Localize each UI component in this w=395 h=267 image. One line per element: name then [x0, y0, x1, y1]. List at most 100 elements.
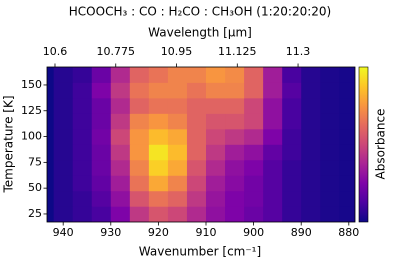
heat-cell [53, 175, 74, 192]
x2-tick-label: 11.3 [286, 45, 311, 58]
heat-cell [91, 144, 112, 161]
heat-cell [339, 67, 355, 83]
heat-cell [339, 206, 355, 222]
heat-cell [205, 144, 226, 161]
heat-cell [225, 128, 245, 145]
heat-cell [301, 97, 321, 114]
heat-cell [72, 82, 93, 99]
heat-cell [110, 175, 131, 192]
heat-cell [205, 159, 226, 176]
heat-cell [110, 206, 131, 222]
heat-cell [301, 159, 321, 176]
heat-cell [129, 67, 150, 83]
heat-cell [339, 159, 355, 176]
heat-cell [320, 206, 340, 222]
heat-cell [263, 82, 283, 99]
heat-cell [91, 113, 112, 130]
heat-cell [244, 159, 264, 176]
heat-cell [110, 82, 131, 99]
heat-cell [244, 97, 264, 114]
heat-cell [91, 190, 112, 207]
heat-cell [320, 159, 340, 176]
heat-cell [167, 144, 188, 161]
x-tick-label: 920 [148, 226, 169, 239]
heat-cell [205, 175, 226, 192]
heat-cell [167, 190, 188, 207]
x-tick-label: 930 [100, 226, 121, 239]
heat-cell [167, 175, 188, 192]
heat-cell [129, 128, 150, 145]
heat-cell [148, 144, 169, 161]
heat-cell [301, 128, 321, 145]
heat-cell [110, 113, 131, 130]
heat-cell [186, 159, 207, 176]
heat-cell [186, 67, 207, 83]
heat-cell [72, 159, 93, 176]
x2-tick-label: 10.6 [43, 45, 68, 58]
heat-cell [186, 97, 207, 114]
heat-cell [53, 206, 74, 222]
heat-cell [244, 67, 264, 83]
heat-cell [167, 67, 188, 83]
heat-cell [148, 190, 169, 207]
x-tick-label: 880 [338, 226, 359, 239]
heat-cell [205, 97, 226, 114]
colorbar [358, 66, 369, 223]
heat-cell [186, 128, 207, 145]
heat-cell [148, 97, 169, 114]
heat-cell [53, 144, 74, 161]
heat-cell [244, 175, 264, 192]
heat-cell [225, 159, 245, 176]
heat-cell [129, 113, 150, 130]
heat-cell [282, 190, 302, 207]
heat-cell [263, 190, 283, 207]
heat-cell [225, 113, 245, 130]
heat-cell [129, 82, 150, 99]
heat-cell [205, 128, 226, 145]
heat-cell [301, 206, 321, 222]
heat-cell [282, 206, 302, 222]
heat-cell [320, 113, 340, 130]
x2-axis-label: Wavelength [μm] [148, 26, 252, 40]
heat-cell [129, 97, 150, 114]
heat-cell [72, 175, 93, 192]
heat-cell [72, 67, 93, 83]
heat-cell [301, 113, 321, 130]
heat-cell [186, 144, 207, 161]
heat-cell [91, 67, 112, 83]
heat-cell [244, 206, 264, 222]
heat-cell [263, 67, 283, 83]
heat-cell [282, 97, 302, 114]
heat-cell [53, 113, 74, 130]
heat-cell [244, 82, 264, 99]
heat-cell [72, 206, 93, 222]
heat-cell [53, 67, 74, 83]
heat-cell [225, 175, 245, 192]
heat-cell [339, 82, 355, 99]
heat-cell [167, 97, 188, 114]
heat-cell [244, 190, 264, 207]
heat-cell [339, 128, 355, 145]
colorbar-label: Absorbance [374, 109, 388, 180]
y-axis-label: Temperature [K] [2, 95, 16, 193]
x-tick-label: 940 [53, 226, 74, 239]
y-tick-label: 75 [28, 155, 42, 168]
heat-cell [320, 144, 340, 161]
heat-cell [91, 128, 112, 145]
heat-cell [339, 175, 355, 192]
heat-cell [186, 206, 207, 222]
heat-cell [301, 82, 321, 99]
heat-cell [263, 206, 283, 222]
heat-cell [148, 206, 169, 222]
heat-cell [244, 128, 264, 145]
heat-cell [301, 175, 321, 192]
heat-cell [225, 144, 245, 161]
heat-cell [53, 128, 74, 145]
heat-cell [320, 97, 340, 114]
heat-cell [129, 175, 150, 192]
heat-cell [72, 97, 93, 114]
heat-cell [339, 144, 355, 161]
x-tick-label: 890 [291, 226, 312, 239]
x2-tick-label: 10.95 [161, 45, 193, 58]
heat-cell [320, 190, 340, 207]
